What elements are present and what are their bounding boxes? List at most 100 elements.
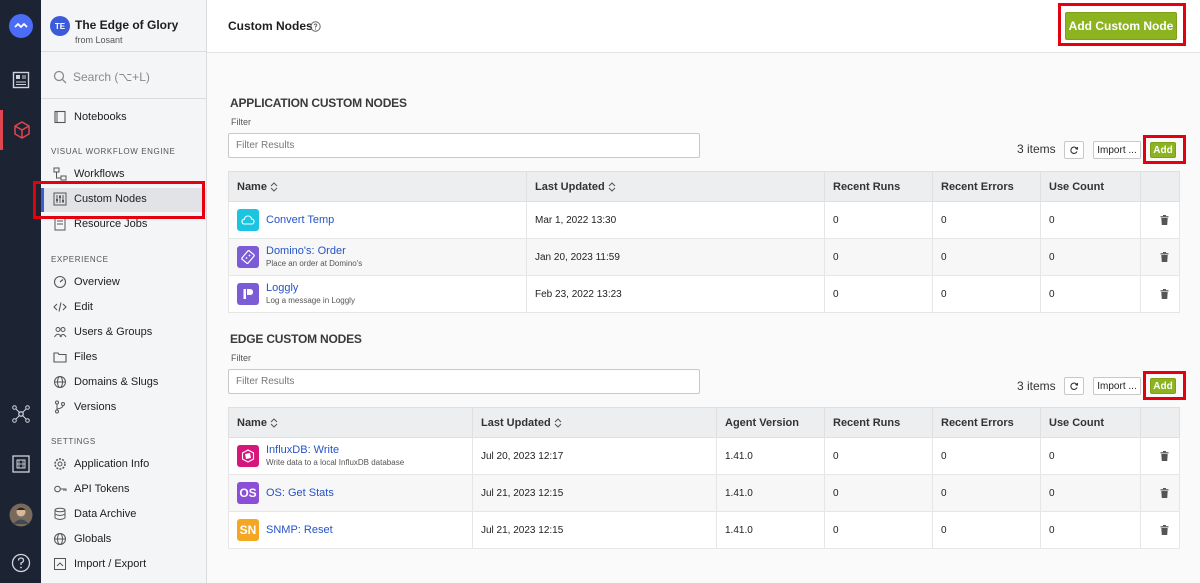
- table-row[interactable]: InfluxDB: Write Write data to a local Inf…: [228, 437, 1180, 475]
- column-header-last-updated[interactable]: Last Updated: [472, 407, 717, 438]
- trash-icon[interactable]: [1149, 488, 1179, 498]
- help-circle-icon[interactable]: [0, 543, 41, 583]
- gauge-icon: [53, 275, 67, 289]
- loggly-icon: [237, 283, 259, 305]
- sidebar-item-application-info[interactable]: Application Info: [53, 454, 149, 474]
- sidebar-item-overview[interactable]: Overview: [53, 272, 120, 292]
- sidebar-item-edit[interactable]: Edit: [53, 297, 93, 317]
- node-name-link[interactable]: OS: Get Stats: [266, 486, 334, 499]
- edge-refresh-button[interactable]: [1064, 377, 1084, 395]
- recent-runs-cell: 0: [824, 238, 933, 276]
- section-label-experience: EXPERIENCE: [51, 255, 109, 264]
- search-placeholder: Search (⌥+L): [73, 70, 150, 84]
- node-name-link[interactable]: SNMP: Reset: [266, 523, 333, 536]
- sort-icon: [270, 181, 278, 192]
- notebook-icon: [54, 110, 66, 124]
- app-add-button[interactable]: Add: [1150, 142, 1176, 158]
- agent-version-cell: 1.41.0: [716, 437, 825, 475]
- trash-icon[interactable]: [1149, 215, 1179, 225]
- trash-icon[interactable]: [1149, 289, 1179, 299]
- edge-nodes-title: EDGE CUSTOM NODES: [230, 332, 362, 346]
- main-content: Custom Nodes Add Custom Node APPLICATION…: [207, 0, 1200, 583]
- node-name-link[interactable]: Convert Temp: [266, 213, 335, 226]
- sidebar-item-data-archive[interactable]: Data Archive: [53, 504, 136, 524]
- user-avatar[interactable]: [0, 495, 41, 535]
- sidebar-item-versions[interactable]: Versions: [53, 397, 116, 417]
- sidebar-item-label: Domains & Slugs: [74, 376, 159, 388]
- column-header-name[interactable]: Name: [228, 171, 527, 202]
- sidebar-item-domains-slugs[interactable]: Domains & Slugs: [53, 372, 158, 392]
- table-row[interactable]: Loggly Log a message in Loggly Feb 23, 20…: [228, 275, 1180, 313]
- node-name-link[interactable]: Loggly: [266, 282, 299, 294]
- table-row[interactable]: SN SNMP: Reset Jul 21, 2023 12:15 1.41.0…: [228, 511, 1180, 549]
- recent-errors-cell: 0: [932, 437, 1041, 475]
- app-import-button[interactable]: Import ...: [1093, 141, 1141, 159]
- edge-import-button[interactable]: Import ...: [1093, 377, 1141, 395]
- sidebar-item-import-export[interactable]: Import / Export: [53, 554, 146, 574]
- sidebar-item-globals[interactable]: Globals: [53, 529, 111, 549]
- code-edit-icon: [53, 302, 67, 312]
- sliders-icon: [53, 192, 67, 206]
- help-icon[interactable]: [310, 21, 321, 32]
- app-refresh-button[interactable]: [1064, 141, 1084, 159]
- app-owner: from Losant: [75, 35, 123, 45]
- column-header-last-updated[interactable]: Last Updated: [526, 171, 825, 202]
- column-header-agent-version: Agent Version: [716, 407, 825, 438]
- last-updated-cell: Jan 20, 2023 11:59: [526, 238, 825, 276]
- dashboard-icon[interactable]: [0, 60, 41, 100]
- node-description: Log a message in Loggly: [266, 296, 355, 305]
- sidebar-item-custom-nodes[interactable]: Custom Nodes: [53, 189, 147, 209]
- losant-logo-icon[interactable]: [0, 6, 41, 46]
- use-count-cell: 0: [1040, 275, 1141, 313]
- app-filter-input[interactable]: [228, 133, 700, 158]
- trash-icon[interactable]: [1149, 252, 1179, 262]
- key-icon: [54, 485, 67, 493]
- search-icon: [53, 70, 67, 84]
- sidebar-item-notebooks[interactable]: Notebooks: [53, 107, 127, 127]
- icon-rail: [0, 0, 41, 583]
- app-header[interactable]: TE The Edge of Glory from Losant: [41, 0, 206, 52]
- use-count-cell: 0: [1040, 437, 1141, 475]
- sort-icon: [608, 181, 616, 192]
- sidebar-item-workflows[interactable]: Workflows: [53, 164, 125, 184]
- table-row[interactable]: Convert Temp Mar 1, 2022 13:30 0 0 0: [228, 201, 1180, 239]
- trash-icon[interactable]: [1149, 451, 1179, 461]
- node-name-link[interactable]: Domino's: Order: [266, 245, 346, 257]
- sidebar: TE The Edge of Glory from Losant Search …: [41, 0, 207, 583]
- sidebar-item-files[interactable]: Files: [53, 347, 97, 367]
- column-header-name[interactable]: Name: [228, 407, 473, 438]
- node-name-link[interactable]: InfluxDB: Write: [266, 444, 340, 456]
- recent-errors-cell: 0: [932, 238, 1041, 276]
- sort-icon: [554, 417, 562, 428]
- app-nodes-title: APPLICATION CUSTOM NODES: [230, 96, 407, 110]
- sidebar-item-label: Custom Nodes: [74, 193, 147, 205]
- recent-errors-cell: 0: [932, 201, 1041, 239]
- table-row[interactable]: OS OS: Get Stats Jul 21, 2023 12:15 1.41…: [228, 474, 1180, 512]
- snmp-icon: SN: [237, 519, 259, 541]
- use-count-cell: 0: [1040, 474, 1141, 512]
- import-export-icon: [54, 558, 66, 570]
- column-header-recent-runs: Recent Runs: [824, 407, 933, 438]
- sidebar-item-label: Data Archive: [74, 508, 137, 520]
- branch-icon: [55, 400, 65, 414]
- app-items-count: 3 items: [1017, 142, 1056, 156]
- column-header-actions: [1140, 171, 1180, 202]
- network-icon[interactable]: [0, 394, 41, 434]
- sidebar-item-users-groups[interactable]: Users & Groups: [53, 322, 152, 342]
- sidebar-item-label: Files: [74, 351, 98, 363]
- edge-add-button[interactable]: Add: [1150, 378, 1176, 394]
- section-label-settings: SETTINGS: [51, 437, 96, 446]
- chip-icon[interactable]: [0, 444, 41, 484]
- last-updated-cell: Mar 1, 2022 13:30: [526, 201, 825, 239]
- refresh-icon: [1070, 146, 1079, 154]
- sidebar-item-api-tokens[interactable]: API Tokens: [53, 479, 129, 499]
- table-row[interactable]: Domino's: Order Place an order at Domino'…: [228, 238, 1180, 276]
- application-cube-icon[interactable]: [0, 110, 41, 150]
- cloud-icon: [237, 209, 259, 231]
- search-input[interactable]: Search (⌥+L): [53, 70, 150, 84]
- add-custom-node-button[interactable]: Add Custom Node: [1065, 12, 1177, 40]
- edge-filter-input[interactable]: [228, 369, 700, 394]
- last-updated-cell: Jul 21, 2023 12:15: [472, 511, 717, 549]
- trash-icon[interactable]: [1149, 525, 1179, 535]
- highlight-box-add-custom-node: [1058, 3, 1186, 46]
